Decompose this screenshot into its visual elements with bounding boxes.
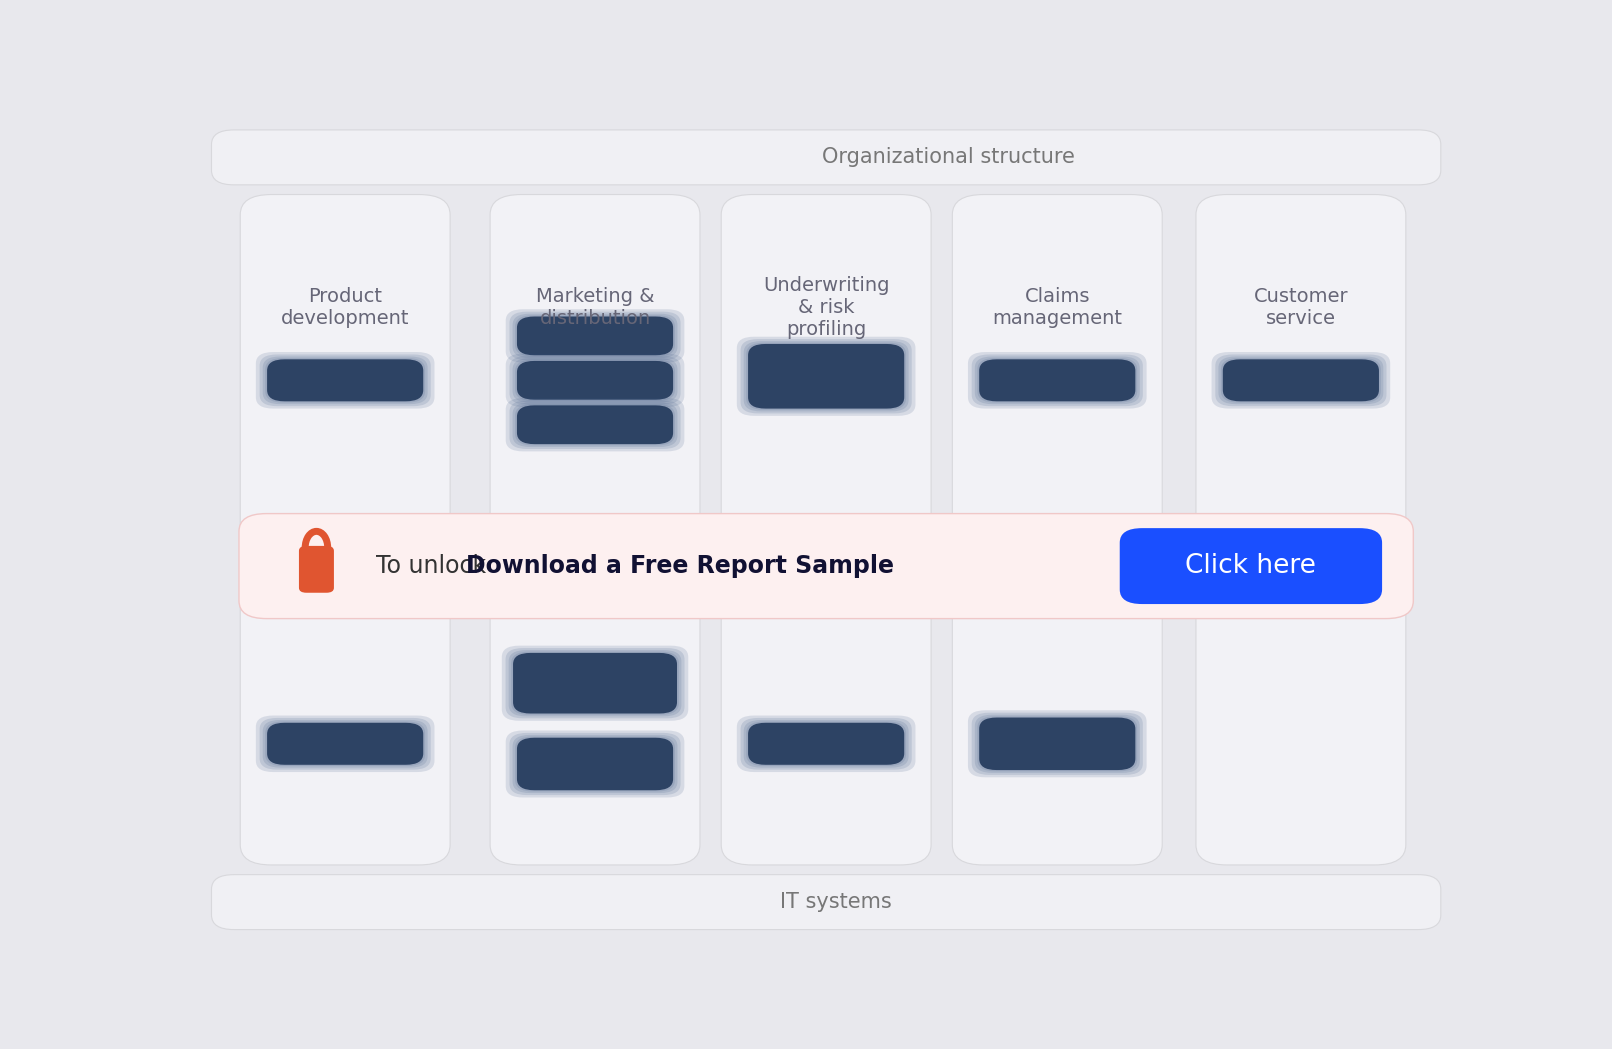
- FancyBboxPatch shape: [978, 718, 1135, 770]
- FancyBboxPatch shape: [972, 355, 1143, 406]
- Text: Download a Free Report Sample: Download a Free Report Sample: [466, 554, 895, 578]
- FancyBboxPatch shape: [975, 714, 1140, 773]
- Text: Organizational structure: Organizational structure: [822, 147, 1075, 168]
- FancyBboxPatch shape: [513, 652, 677, 713]
- Text: Underwriting
& risk
profiling: Underwriting & risk profiling: [762, 276, 890, 339]
- FancyBboxPatch shape: [517, 361, 674, 400]
- FancyBboxPatch shape: [298, 545, 334, 593]
- FancyBboxPatch shape: [977, 358, 1136, 403]
- FancyBboxPatch shape: [748, 723, 904, 765]
- FancyBboxPatch shape: [268, 723, 424, 765]
- FancyBboxPatch shape: [509, 401, 680, 449]
- FancyBboxPatch shape: [740, 718, 912, 770]
- FancyBboxPatch shape: [266, 722, 426, 766]
- FancyBboxPatch shape: [509, 356, 680, 405]
- FancyBboxPatch shape: [975, 357, 1140, 404]
- FancyBboxPatch shape: [1224, 360, 1378, 402]
- FancyBboxPatch shape: [506, 309, 685, 363]
- Text: Marketing &
distribution: Marketing & distribution: [535, 287, 654, 328]
- FancyBboxPatch shape: [239, 514, 1414, 619]
- FancyBboxPatch shape: [509, 733, 680, 795]
- FancyBboxPatch shape: [506, 648, 685, 719]
- FancyBboxPatch shape: [501, 645, 688, 721]
- Text: Click here: Click here: [1185, 553, 1317, 579]
- Text: Product
development: Product development: [280, 287, 409, 328]
- FancyBboxPatch shape: [266, 358, 426, 403]
- FancyBboxPatch shape: [737, 337, 916, 415]
- FancyBboxPatch shape: [517, 405, 674, 444]
- FancyBboxPatch shape: [1220, 358, 1381, 403]
- FancyBboxPatch shape: [517, 737, 674, 790]
- FancyBboxPatch shape: [268, 360, 424, 402]
- FancyBboxPatch shape: [1196, 194, 1406, 865]
- FancyBboxPatch shape: [506, 354, 685, 407]
- FancyBboxPatch shape: [513, 358, 677, 403]
- FancyBboxPatch shape: [506, 730, 685, 797]
- FancyBboxPatch shape: [748, 344, 904, 409]
- FancyBboxPatch shape: [509, 650, 682, 716]
- FancyBboxPatch shape: [977, 716, 1136, 771]
- FancyBboxPatch shape: [513, 403, 677, 447]
- FancyBboxPatch shape: [967, 710, 1146, 777]
- FancyBboxPatch shape: [516, 316, 675, 357]
- FancyBboxPatch shape: [263, 357, 427, 404]
- Text: Claims
management: Claims management: [993, 287, 1122, 328]
- FancyBboxPatch shape: [1120, 528, 1381, 604]
- FancyBboxPatch shape: [516, 404, 675, 446]
- Text: Customer
service: Customer service: [1254, 287, 1348, 328]
- FancyBboxPatch shape: [506, 398, 685, 451]
- FancyBboxPatch shape: [978, 360, 1135, 402]
- FancyBboxPatch shape: [740, 339, 912, 413]
- FancyBboxPatch shape: [737, 715, 916, 772]
- FancyBboxPatch shape: [260, 355, 430, 406]
- FancyBboxPatch shape: [743, 341, 909, 411]
- FancyBboxPatch shape: [260, 718, 430, 770]
- FancyBboxPatch shape: [256, 715, 435, 772]
- FancyBboxPatch shape: [513, 735, 677, 793]
- FancyBboxPatch shape: [746, 722, 906, 766]
- FancyBboxPatch shape: [211, 875, 1441, 929]
- Text: IT systems: IT systems: [780, 892, 891, 913]
- FancyBboxPatch shape: [1215, 355, 1386, 406]
- FancyBboxPatch shape: [972, 712, 1143, 775]
- FancyBboxPatch shape: [743, 720, 909, 768]
- FancyBboxPatch shape: [211, 130, 1441, 185]
- FancyBboxPatch shape: [509, 312, 680, 360]
- FancyBboxPatch shape: [1212, 352, 1390, 409]
- FancyBboxPatch shape: [1219, 357, 1383, 404]
- FancyBboxPatch shape: [256, 352, 435, 409]
- FancyBboxPatch shape: [513, 314, 677, 358]
- FancyBboxPatch shape: [263, 720, 427, 768]
- FancyBboxPatch shape: [511, 651, 679, 714]
- FancyBboxPatch shape: [953, 194, 1162, 865]
- FancyBboxPatch shape: [517, 317, 674, 356]
- FancyBboxPatch shape: [967, 352, 1146, 409]
- FancyBboxPatch shape: [240, 194, 450, 865]
- FancyBboxPatch shape: [490, 194, 700, 865]
- Text: To unlock: To unlock: [377, 554, 493, 578]
- FancyBboxPatch shape: [516, 360, 675, 401]
- FancyBboxPatch shape: [746, 343, 906, 410]
- FancyBboxPatch shape: [516, 736, 675, 791]
- FancyBboxPatch shape: [721, 194, 932, 865]
